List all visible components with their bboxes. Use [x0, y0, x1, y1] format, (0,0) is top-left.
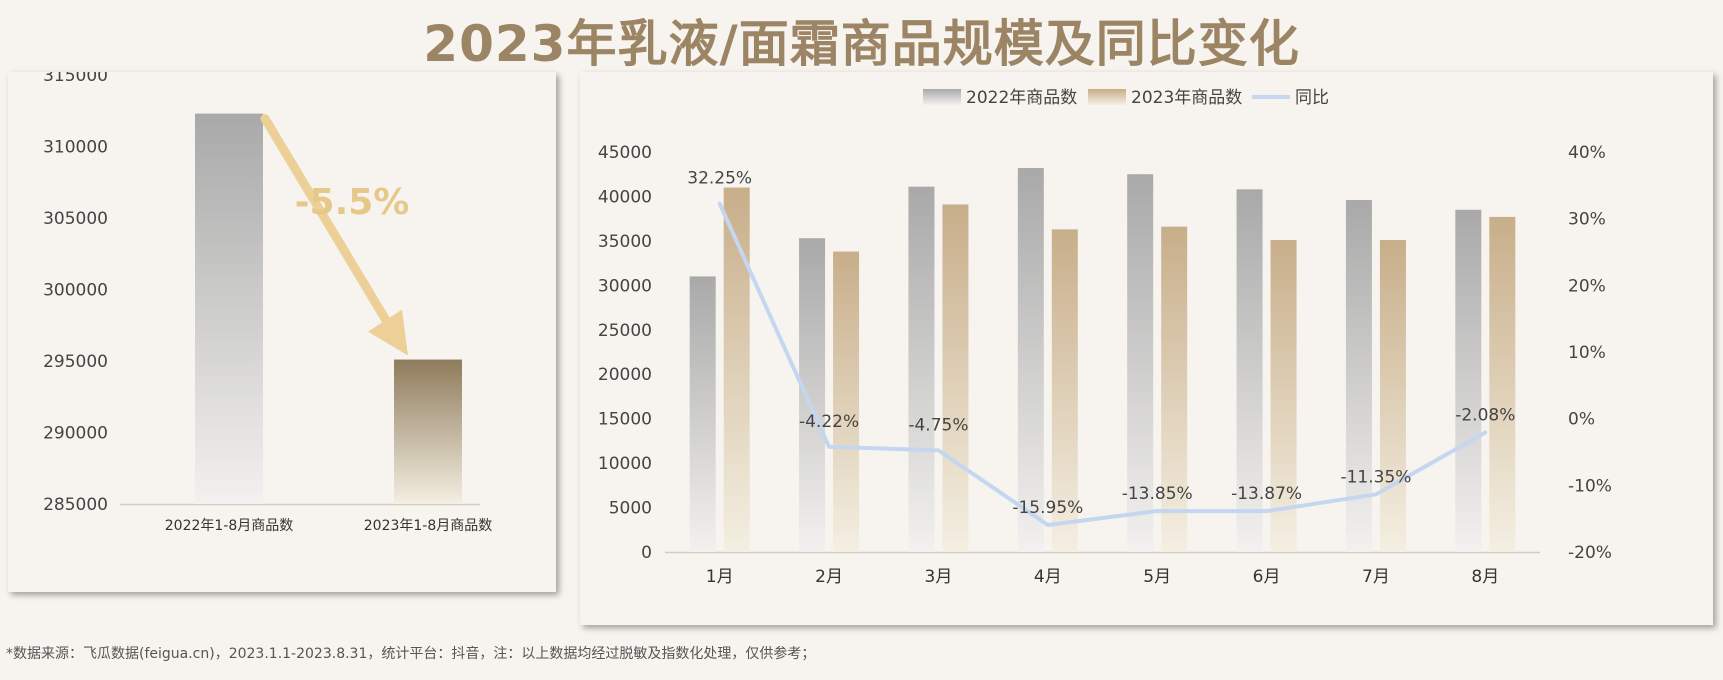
- bar-2022-6: [1236, 189, 1263, 552]
- y-tick-label: 35000: [598, 232, 652, 252]
- x-tick-label: 2月: [815, 567, 843, 587]
- x-tick-label: 5月: [1143, 567, 1171, 587]
- x-tick-label: 3月: [925, 567, 953, 587]
- y2-tick-label: 40%: [1568, 143, 1606, 163]
- y-tick-label: 10000: [598, 454, 652, 474]
- y2-tick-label: 10%: [1568, 343, 1606, 363]
- x-tick-label: 7月: [1362, 567, 1390, 587]
- legend-label-2023: 2023年商品数: [1131, 88, 1242, 108]
- y-tick-label: 300000: [43, 281, 108, 301]
- yoy-data-label: 32.25%: [687, 169, 752, 189]
- y-tick-label: 40000: [598, 187, 652, 207]
- bar-2023-7: [1379, 240, 1406, 552]
- y2-tick-label: -20%: [1568, 543, 1612, 563]
- yoy-data-label: -2.08%: [1455, 406, 1515, 426]
- trend-arrow: [260, 114, 393, 329]
- yoy-line: [717, 201, 1488, 527]
- bar-2023-5: [1161, 226, 1188, 552]
- y-tick-label: 25000: [598, 321, 652, 341]
- total-comparison-chart: 285000 290000 295000 300000 305000 310000 3150…: [43, 72, 493, 534]
- y-tick-label: 15000: [598, 410, 652, 430]
- bar-2022-3: [908, 186, 935, 552]
- bar-2022-2: [799, 238, 826, 552]
- bar-2023-3: [942, 204, 969, 552]
- yoy-data-label: -15.95%: [1012, 498, 1083, 518]
- bar-2022-5: [1127, 174, 1154, 552]
- data-source-footnote: *数据来源：飞瓜数据(feigua.cn)，2023.1.1-2023.8.31…: [6, 646, 816, 662]
- x-tick-label: 2022年1-8月商品数: [165, 518, 294, 534]
- y-tick-label: 5000: [609, 499, 652, 519]
- monthly-comparison-chart-panel: 2022年商品数 2023年商品数 同比 0 5000 10000 15000 20000 25…: [580, 72, 1713, 625]
- bar-2023-6: [1270, 240, 1297, 552]
- y-tick-label: 295000: [43, 352, 108, 372]
- bar-2022-4: [1017, 168, 1044, 552]
- y2-tick-label: 20%: [1568, 276, 1606, 296]
- bar-2022-7: [1345, 200, 1372, 552]
- x-tick-label: 2023年1-8月商品数: [364, 518, 493, 534]
- bar-2022-total: [195, 113, 263, 505]
- bar-2023-total: [394, 359, 462, 504]
- bar-2022-1: [689, 276, 716, 552]
- bar-2022-8: [1455, 209, 1482, 552]
- total-comparison-chart-panel: 285000 290000 295000 300000 305000 310000 3150…: [8, 72, 556, 592]
- y-tick-label: 30000: [598, 276, 652, 296]
- y-tick-label: 310000: [43, 138, 108, 158]
- change-annotation: -5.5%: [295, 182, 410, 223]
- x-tick-label: 4月: [1034, 567, 1062, 587]
- bar-2023-1: [723, 187, 750, 553]
- y-tick-label: 45000: [598, 143, 652, 163]
- y-tick-label: 20000: [598, 365, 652, 385]
- legend-swatch-2022: [923, 89, 961, 105]
- yoy-data-label: -4.22%: [799, 412, 859, 432]
- y-tick-label: 0: [641, 543, 652, 563]
- x-tick-label: 8月: [1471, 567, 1499, 587]
- yoy-data-label: -11.35%: [1340, 467, 1411, 487]
- monthly-comparison-chart: 2022年商品数 2023年商品数 同比 0 5000 10000 15000 20000 25…: [598, 88, 1612, 587]
- y2-tick-label: 30%: [1568, 210, 1606, 230]
- bar-2023-2: [833, 251, 860, 553]
- legend-swatch-2023: [1088, 89, 1126, 105]
- legend-label-2022: 2022年商品数: [966, 88, 1077, 108]
- trend-arrow-head: [368, 309, 408, 356]
- page-title: 2023年乳液/面霜商品规模及同比变化: [423, 15, 1300, 73]
- yoy-data-label: -13.87%: [1231, 484, 1302, 504]
- y-tick-label: 290000: [43, 424, 108, 444]
- y2-tick-label: -10%: [1568, 476, 1612, 496]
- y-tick-label: 315000: [43, 72, 108, 86]
- bar-2023-4: [1051, 229, 1078, 553]
- x-tick-label: 1月: [706, 567, 734, 587]
- legend-label-yoy: 同比: [1295, 88, 1329, 108]
- x-tick-label: 6月: [1253, 567, 1281, 587]
- y-tick-label: 305000: [43, 209, 108, 229]
- y2-tick-label: 0%: [1568, 410, 1595, 430]
- bar-2023-8: [1489, 216, 1516, 552]
- yoy-data-label: -13.85%: [1122, 484, 1193, 504]
- y-tick-label: 285000: [43, 495, 108, 515]
- yoy-data-label: -4.75%: [908, 415, 968, 435]
